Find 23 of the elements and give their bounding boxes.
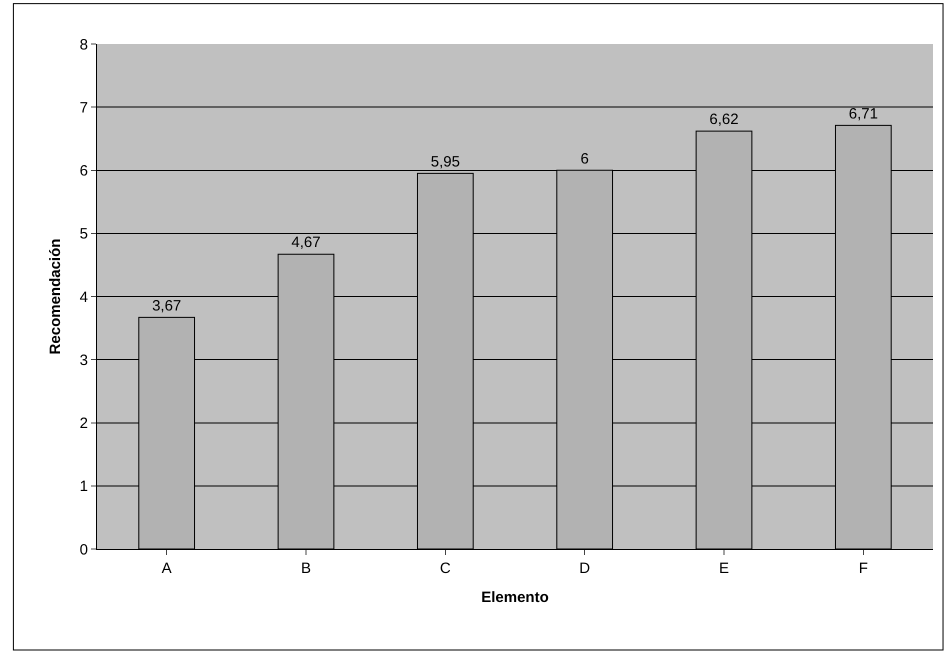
y-tick-label: 3 [80,352,88,369]
x-tick-label: D [579,560,590,577]
data-label: 6,71 [848,105,878,122]
x-tick-label: E [718,560,730,577]
data-label: 5,95 [430,153,460,170]
y-tick-label: 0 [80,541,88,558]
data-label: 6,62 [709,111,739,128]
data-label: 6 [580,150,589,168]
y-tick-label: 2 [80,415,88,432]
y-tick-label: 4 [80,288,88,306]
y-axis-title: Recomendación [46,238,64,354]
x-tick-label: B [300,560,312,577]
x-tick-label: F [858,560,868,577]
y-tick-label: 8 [80,36,88,54]
y-tick-label: 6 [80,162,88,180]
x-tick-label: C [440,560,451,577]
x-axis-title: Elemento [481,589,549,606]
data-label: 3,67 [152,297,182,314]
data-label: 4,67 [291,234,321,252]
y-tick-label: 7 [80,99,88,116]
y-tick-label: 1 [80,478,88,496]
y-tick-label: 5 [80,226,88,243]
x-tick-label: A [162,560,172,577]
